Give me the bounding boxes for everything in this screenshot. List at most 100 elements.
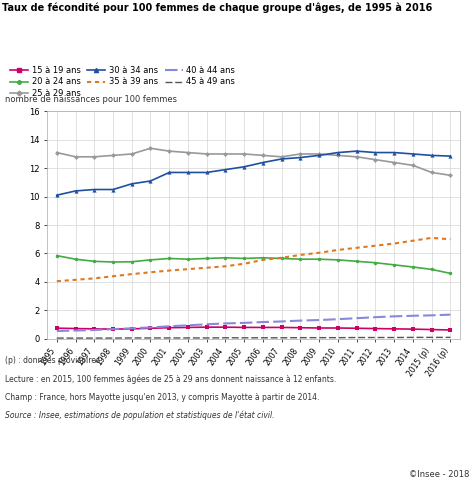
30 à 34 ans [185,169,191,175]
25 à 29 ans [241,151,247,157]
30 à 34 ans [241,164,247,170]
25 à 29 ans [298,151,303,157]
40 à 44 ans [54,328,60,334]
30 à 34 ans [410,151,416,157]
25 à 29 ans [223,151,228,157]
35 à 39 ans [204,265,210,271]
20 à 24 ans [429,267,435,272]
30 à 34 ans [392,150,397,155]
40 à 44 ans [354,315,360,321]
45 à 49 ans [204,335,210,341]
30 à 34 ans [223,166,228,172]
20 à 24 ans [260,255,266,261]
Text: (p) : données provisoires.: (p) : données provisoires. [5,356,102,365]
15 à 19 ans [410,326,416,332]
Line: 40 à 44 ans: 40 à 44 ans [57,315,450,331]
35 à 39 ans [354,245,360,251]
20 à 24 ans [373,260,378,266]
25 à 29 ans [54,150,60,155]
40 à 44 ans [316,317,322,323]
20 à 24 ans [91,258,97,264]
40 à 44 ans [392,314,397,319]
35 à 39 ans [54,278,60,284]
25 à 29 ans [129,151,135,157]
25 à 29 ans [429,169,435,175]
15 à 19 ans [241,325,247,331]
30 à 34 ans [447,153,453,159]
35 à 39 ans [392,241,397,246]
15 à 19 ans [223,324,228,330]
15 à 19 ans [204,324,210,330]
30 à 34 ans [129,181,135,187]
45 à 49 ans [110,335,116,341]
30 à 34 ans [354,148,360,154]
25 à 29 ans [447,172,453,178]
25 à 29 ans [110,152,116,158]
40 à 44 ans [241,320,247,326]
30 à 34 ans [204,169,210,175]
Text: ©Insee - 2018: ©Insee - 2018 [409,470,469,479]
40 à 44 ans [410,313,416,318]
Line: 45 à 49 ans: 45 à 49 ans [57,337,450,338]
30 à 34 ans [279,156,284,162]
35 à 39 ans [148,270,154,275]
Line: 25 à 29 ans: 25 à 29 ans [55,147,452,177]
35 à 39 ans [429,235,435,241]
35 à 39 ans [447,236,453,242]
35 à 39 ans [166,268,172,273]
25 à 29 ans [392,160,397,166]
45 à 49 ans [73,335,78,341]
45 à 49 ans [447,334,453,340]
45 à 49 ans [185,335,191,341]
35 à 39 ans [373,243,378,249]
40 à 44 ans [166,323,172,329]
45 à 49 ans [373,334,378,340]
20 à 24 ans [241,256,247,261]
20 à 24 ans [185,257,191,262]
45 à 49 ans [392,334,397,340]
25 à 29 ans [185,150,191,155]
15 à 19 ans [54,325,60,331]
40 à 44 ans [110,326,116,332]
30 à 34 ans [91,187,97,193]
35 à 39 ans [260,257,266,263]
45 à 49 ans [223,335,228,341]
Text: Taux de fécondité pour 100 femmes de chaque groupe d'âges, de 1995 à 2016: Taux de fécondité pour 100 femmes de cha… [2,2,433,13]
15 à 19 ans [166,325,172,331]
25 à 29 ans [410,163,416,168]
25 à 29 ans [148,145,154,151]
45 à 49 ans [279,335,284,341]
20 à 24 ans [110,259,116,265]
Legend: 15 à 19 ans, 20 à 24 ans, 25 à 29 ans, 30 à 34 ans, 35 à 39 ans, 40 à 44 ans, 45: 15 à 19 ans, 20 à 24 ans, 25 à 29 ans, 3… [7,62,238,102]
15 à 19 ans [110,326,116,332]
40 à 44 ans [279,318,284,324]
35 à 39 ans [298,252,303,258]
25 à 29 ans [73,154,78,160]
45 à 49 ans [354,334,360,340]
35 à 39 ans [241,261,247,267]
20 à 24 ans [298,257,303,262]
40 à 44 ans [129,325,135,331]
Line: 20 à 24 ans: 20 à 24 ans [55,254,452,275]
45 à 49 ans [410,334,416,340]
40 à 44 ans [260,319,266,325]
15 à 19 ans [354,325,360,331]
15 à 19 ans [373,326,378,332]
30 à 34 ans [260,160,266,166]
20 à 24 ans [73,257,78,262]
40 à 44 ans [373,314,378,320]
15 à 19 ans [279,325,284,331]
40 à 44 ans [185,322,191,328]
35 à 39 ans [223,263,228,269]
15 à 19 ans [91,326,97,332]
45 à 49 ans [91,335,97,341]
20 à 24 ans [166,256,172,261]
45 à 49 ans [129,335,135,341]
20 à 24 ans [316,257,322,262]
40 à 44 ans [91,327,97,333]
30 à 34 ans [429,152,435,158]
35 à 39 ans [316,250,322,256]
25 à 29 ans [316,151,322,157]
Line: 30 à 34 ans: 30 à 34 ans [55,149,453,197]
15 à 19 ans [148,325,154,331]
